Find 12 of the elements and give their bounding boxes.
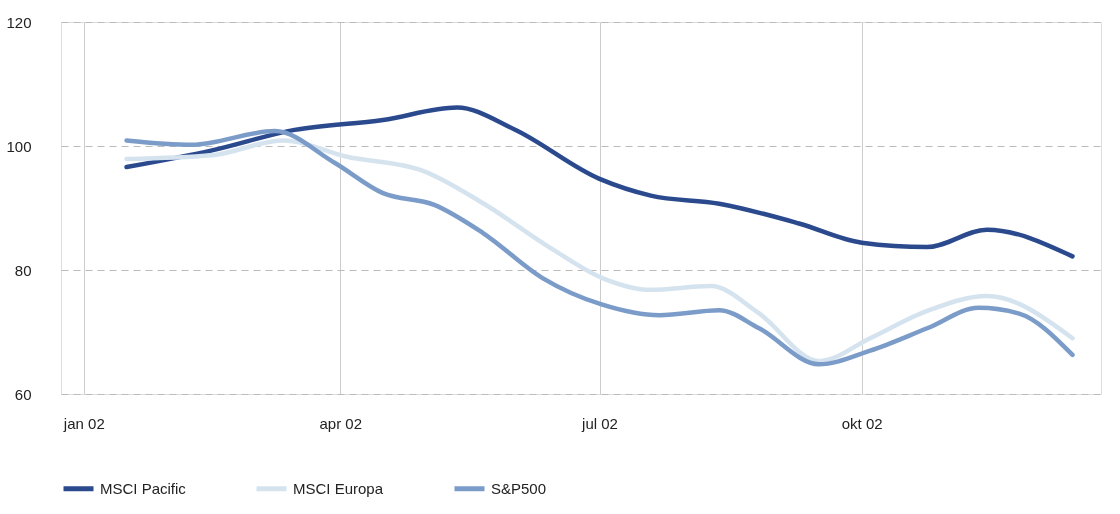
legend-label: S&P500: [491, 479, 547, 497]
y-tick-label: 120: [6, 13, 32, 31]
y-tick-label: 60: [14, 385, 32, 403]
x-tick-label: apr 02: [319, 414, 363, 432]
x-tick-label: jan 02: [62, 414, 105, 432]
line-series: [124, 105, 1075, 259]
legend-label: MSCI Pacific: [100, 479, 187, 497]
x-tick-label: jul 02: [581, 414, 618, 432]
y-tick-label: 80: [14, 261, 32, 279]
y-tick-label: 100: [6, 137, 32, 155]
legend-label: MSCI Europa: [293, 479, 384, 497]
x-tick-label: okt 02: [841, 414, 883, 432]
